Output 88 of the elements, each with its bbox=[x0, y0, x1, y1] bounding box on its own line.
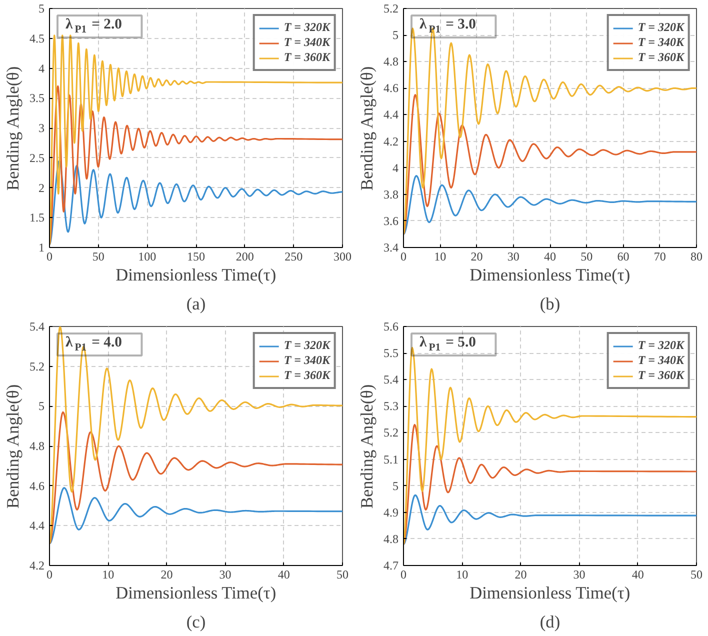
x-tick-label: 100 bbox=[138, 250, 156, 264]
legend-label: T = 360K bbox=[284, 368, 330, 383]
y-tick-label: 4 bbox=[38, 61, 44, 76]
x-tick-label: 50 bbox=[690, 568, 702, 582]
x-tick-label: 70 bbox=[654, 250, 666, 264]
y-tick-label: 5.6 bbox=[384, 320, 398, 334]
x-tick-label: 40 bbox=[278, 568, 290, 582]
y-tick-label: 4.7 bbox=[384, 558, 398, 572]
y-tick-label: 4.9 bbox=[384, 505, 398, 520]
x-tick-label: 20 bbox=[470, 250, 483, 264]
x-tick-label: 150 bbox=[187, 250, 205, 264]
x-tick-label: 50 bbox=[580, 250, 593, 264]
y-tick-label: 1.5 bbox=[30, 210, 44, 225]
y-tick-label: 3.5 bbox=[30, 91, 44, 106]
legend-label: T = 320K bbox=[284, 20, 330, 35]
y-tick-label: 4.5 bbox=[30, 31, 44, 46]
x-tick-label: 40 bbox=[632, 568, 644, 582]
legend-label: T = 340K bbox=[638, 35, 684, 50]
y-tick-label: 4.6 bbox=[384, 81, 398, 96]
x-tick-label: 50 bbox=[336, 568, 348, 582]
x-tick-label: 20 bbox=[514, 568, 527, 582]
x-tick-label: 0 bbox=[46, 568, 52, 582]
y-tick-label: 5.5 bbox=[384, 346, 398, 360]
text: (c) bbox=[186, 612, 206, 632]
x-tick-label: 30 bbox=[573, 568, 586, 582]
y-tick-label: 3 bbox=[38, 121, 44, 135]
y-tick-label: 5.2 bbox=[384, 2, 398, 16]
y-tick-label: 3.8 bbox=[384, 187, 398, 202]
x-tick-label: 30 bbox=[507, 250, 520, 264]
x-tick-label: 0 bbox=[400, 568, 406, 582]
x-tick-label: 60 bbox=[617, 250, 630, 264]
x-tick-label: 30 bbox=[219, 568, 232, 582]
legend-label: T = 320K bbox=[284, 338, 330, 353]
y-tick-label: 4.4 bbox=[384, 108, 398, 122]
x-tick-label: 40 bbox=[544, 250, 556, 264]
text: (b) bbox=[540, 294, 560, 314]
y-tick-label: 5.2 bbox=[384, 426, 398, 440]
legend-label: T = 340K bbox=[638, 353, 684, 368]
y-tick-label: 4.2 bbox=[384, 134, 398, 148]
y-axis-title: Bending Angle(θ) bbox=[4, 384, 22, 509]
y-axis-title: Bending Angle(θ) bbox=[4, 66, 22, 191]
y-tick-label: 4.6 bbox=[30, 478, 44, 493]
y-tick-label: 4.8 bbox=[384, 54, 398, 69]
y-axis-title: Bending Angle(θ) bbox=[358, 384, 376, 509]
y-tick-label: 4.2 bbox=[30, 558, 44, 572]
y-tick-label: 4.8 bbox=[384, 532, 398, 546]
legend-label: T = 360K bbox=[638, 50, 684, 65]
y-tick-label: 5 bbox=[392, 28, 398, 42]
x-tick-label: 0 bbox=[46, 250, 52, 264]
x-tick-label: 20 bbox=[160, 568, 173, 582]
y-tick-label: 5.4 bbox=[30, 320, 44, 334]
legend-label: T = 340K bbox=[284, 35, 330, 50]
x-tick-label: 10 bbox=[456, 568, 468, 582]
x-tick-label: 50 bbox=[92, 250, 104, 264]
y-tick-label: 2 bbox=[38, 180, 44, 195]
legend-label: T = 320K bbox=[638, 338, 684, 353]
x-tick-label: 10 bbox=[434, 250, 446, 264]
y-tick-label: 4.4 bbox=[30, 518, 44, 533]
y-tick-label: 5 bbox=[392, 478, 398, 493]
x-tick-label: 0 bbox=[400, 250, 406, 264]
text: (d) bbox=[540, 612, 560, 632]
y-tick-label: 4 bbox=[392, 160, 398, 175]
y-tick-label: 3.6 bbox=[384, 214, 398, 228]
x-axis-title: Dimensionless Time(τ) bbox=[116, 584, 276, 602]
x-axis-title: Dimensionless Time(τ) bbox=[116, 266, 276, 284]
x-axis-title: Dimensionless Time(τ) bbox=[470, 584, 630, 602]
x-tick-label: 80 bbox=[690, 250, 702, 264]
legend-label: T = 320K bbox=[638, 20, 684, 35]
x-axis-title: Dimensionless Time(τ) bbox=[470, 266, 630, 284]
y-axis-title: Bending Angle(θ) bbox=[358, 66, 376, 191]
x-tick-label: 200 bbox=[236, 250, 254, 264]
text: (a) bbox=[186, 294, 206, 314]
y-tick-label: 1 bbox=[38, 240, 44, 254]
y-tick-label: 2.5 bbox=[30, 150, 44, 165]
y-tick-label: 5.3 bbox=[384, 399, 398, 414]
y-tick-label: 3.4 bbox=[384, 240, 398, 254]
x-tick-label: 10 bbox=[102, 568, 114, 582]
legend-label: T = 340K bbox=[284, 353, 330, 368]
legend-label: T = 360K bbox=[284, 50, 330, 65]
y-tick-label: 5.2 bbox=[30, 359, 44, 374]
x-tick-label: 250 bbox=[284, 250, 303, 264]
y-tick-label: 5.4 bbox=[384, 372, 398, 387]
y-tick-label: 5 bbox=[38, 2, 44, 16]
y-tick-label: 4.8 bbox=[30, 439, 44, 453]
x-tick-label: 300 bbox=[334, 250, 352, 264]
legend-label: T = 360K bbox=[638, 368, 684, 383]
y-tick-label: 5.1 bbox=[384, 452, 398, 466]
y-tick-label: 5 bbox=[38, 399, 44, 414]
